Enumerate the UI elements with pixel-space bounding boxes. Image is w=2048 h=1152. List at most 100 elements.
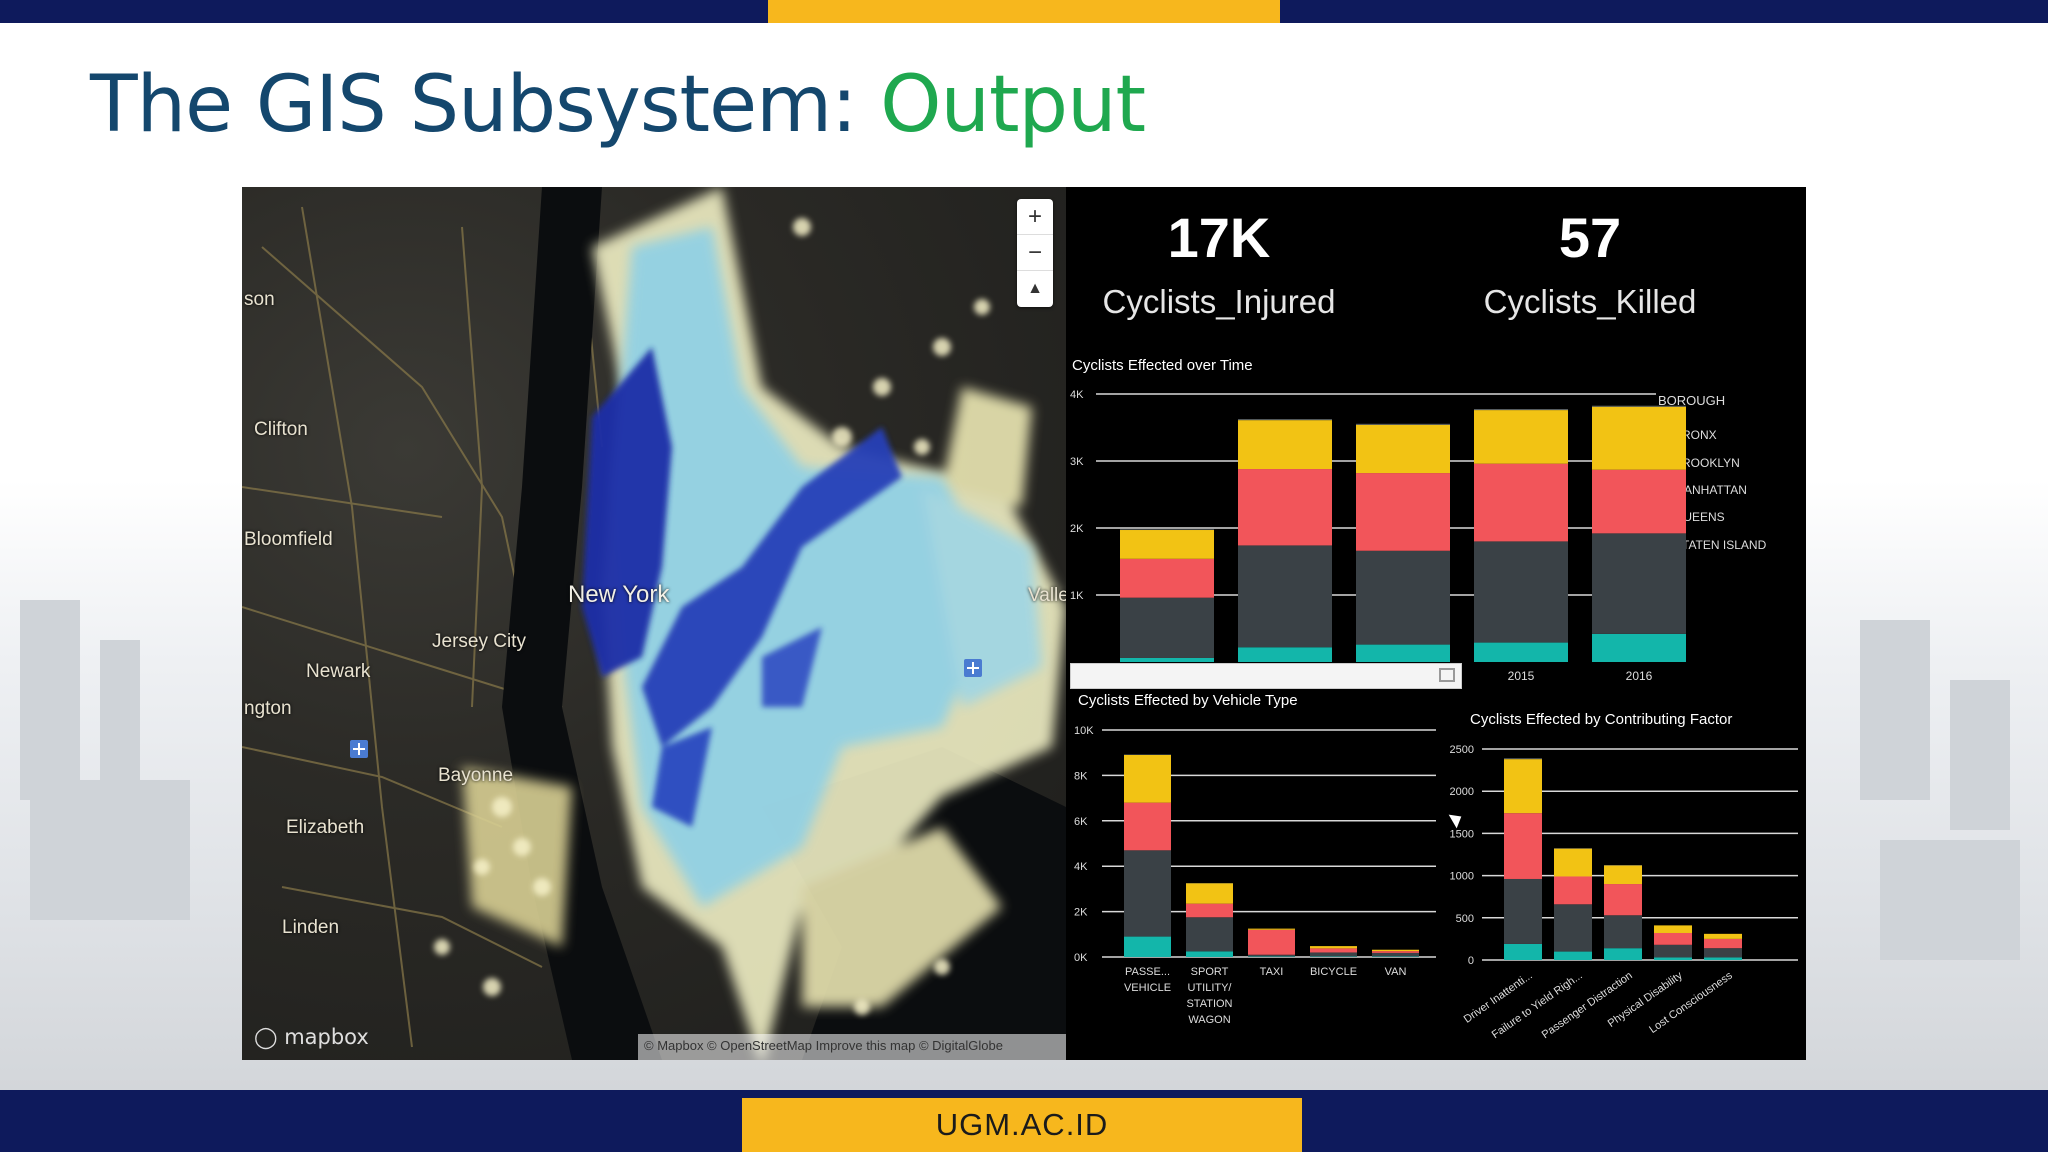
bar-segment [1592, 469, 1686, 534]
bar-segment [1474, 409, 1568, 411]
y-tick-label: 0 [1468, 955, 1474, 967]
kpi-killed-value: 57 [1558, 206, 1622, 269]
bar-segment [1504, 758, 1542, 760]
zoom-control: + − ▲ [1017, 199, 1053, 307]
bar-segment [1704, 957, 1742, 960]
bar-segment [1604, 884, 1642, 916]
bar-segment [1120, 597, 1214, 658]
map-label: Jersey City [432, 631, 526, 652]
bar-segment [1592, 405, 1686, 407]
bar-segment [1356, 424, 1450, 474]
bar-segment [1186, 903, 1233, 918]
x-tick-label: Passenger Distraction [1540, 970, 1635, 1042]
dashboard-charts: 17K Cyclists_Injured 57 Cyclists_Killed … [1066, 187, 1806, 1060]
dashboard-screenshot: son Clifton Bloomfield New York Jersey C… [242, 187, 1806, 1060]
chart-title-vehicle: Cyclists Effected by Vehicle Type [1078, 692, 1298, 709]
x-tick-label: BICYCLE [1310, 966, 1357, 978]
x-tick-label: 2015 [1508, 669, 1535, 683]
bar-segment [1654, 957, 1692, 960]
bar-segment [1124, 754, 1171, 803]
map-label: Linden [282, 917, 340, 938]
y-tick-label: 4K [1070, 389, 1084, 401]
map-label: Valley [1028, 585, 1066, 606]
expand-icon[interactable] [1439, 668, 1455, 682]
bar-segment [1704, 933, 1742, 939]
filter-strip[interactable] [1070, 663, 1462, 689]
bar-segment [1704, 938, 1742, 949]
map-label: ngton [244, 698, 292, 719]
x-tick-label: VAN [1385, 966, 1407, 978]
bar-segment [1310, 952, 1357, 957]
bar-segment [1356, 473, 1450, 551]
x-tick-label: SPORT UTILITY/STATION WAGON [1186, 966, 1232, 1026]
bar-segment [1654, 944, 1692, 958]
bar-segment [1186, 917, 1233, 952]
bar-segment [1592, 633, 1686, 662]
bar-segment [1654, 932, 1692, 945]
bar-segment [1248, 929, 1295, 955]
top-bar-accent [768, 0, 1280, 23]
compass-button[interactable]: ▲ [1027, 280, 1043, 297]
bar-segment [1372, 951, 1419, 953]
y-tick-label: 8K [1074, 770, 1088, 782]
y-tick-label: 2500 [1450, 744, 1474, 756]
bar-segment [1124, 936, 1171, 957]
bar-segment [1554, 904, 1592, 952]
bar-segment [1372, 952, 1419, 957]
map-label: Bloomfield [244, 529, 333, 550]
mapbox-logo[interactable]: ◯ mapbox [254, 1025, 369, 1049]
map-label: Bayonne [438, 765, 514, 786]
bar-segment [1592, 406, 1686, 470]
map-label: Clifton [254, 419, 308, 440]
bar-segment [1310, 946, 1357, 949]
y-tick-label: 1500 [1450, 828, 1474, 840]
map-label: Elizabeth [286, 817, 365, 838]
bar-segment [1504, 813, 1542, 879]
zoom-in-button[interactable]: + [1017, 199, 1053, 235]
bar-segment [1704, 948, 1742, 958]
y-tick-label: 500 [1456, 913, 1474, 925]
heatmap-map[interactable]: son Clifton Bloomfield New York Jersey C… [242, 187, 1066, 1060]
kpi-injured-value: 17K [1167, 206, 1271, 269]
y-tick-label: 2K [1070, 523, 1084, 535]
bar-segment [1504, 759, 1542, 814]
x-tick-label: Lost Consciousness [1647, 969, 1735, 1036]
y-tick-label: 4K [1074, 861, 1088, 873]
mapbox-circle-icon: ◯ [254, 1025, 285, 1049]
title-main: The GIS Subsystem: [90, 60, 881, 150]
title-accent: Output [880, 60, 1146, 150]
bar-segment [1592, 533, 1686, 634]
plane-icon [964, 659, 982, 677]
bar-segment [1120, 529, 1214, 531]
bar-segment [1604, 948, 1642, 960]
bar-segment [1554, 951, 1592, 960]
bar-segment [1474, 463, 1568, 542]
map-attribution[interactable]: © Mapbox © OpenStreetMap Improve this ma… [638, 1034, 1066, 1060]
bar-segment [1310, 948, 1357, 953]
y-tick-label: 1K [1070, 590, 1084, 602]
bar-segment [1238, 419, 1332, 421]
y-tick-label: 10K [1074, 725, 1094, 737]
legend-title: BOROUGH [1658, 393, 1726, 408]
footer-url[interactable]: UGM.AC.ID [742, 1098, 1302, 1152]
bar-segment [1120, 530, 1214, 559]
bar-segment [1356, 550, 1450, 645]
charts-svg: 4K 3K 2K 1K 2015 2016 10K 8K 6K 4K 2K 0K PASSE... VEH… [1070, 389, 1798, 1042]
bar-segment [1504, 878, 1542, 944]
zoom-out-button[interactable]: − [1017, 235, 1053, 271]
bar-segment [1654, 925, 1692, 933]
bar-segment [1554, 876, 1592, 905]
bar-segment [1554, 848, 1592, 877]
bar-segment [1504, 943, 1542, 960]
bar-segment [1474, 541, 1568, 643]
bar-segment [1238, 545, 1332, 648]
map-graphic [242, 187, 1066, 1060]
chart-title-factor: Cyclists Effected by Contributing Factor [1470, 711, 1733, 728]
bar-segment [1238, 469, 1332, 546]
bar-segment [1372, 949, 1419, 952]
chart-title-time: Cyclists Effected over Time [1072, 357, 1253, 374]
x-tick-label: TAXI [1260, 966, 1284, 978]
y-tick-label: 2K [1074, 907, 1088, 919]
y-tick-label: 3K [1070, 456, 1084, 468]
y-tick-label: 0K [1074, 952, 1088, 964]
